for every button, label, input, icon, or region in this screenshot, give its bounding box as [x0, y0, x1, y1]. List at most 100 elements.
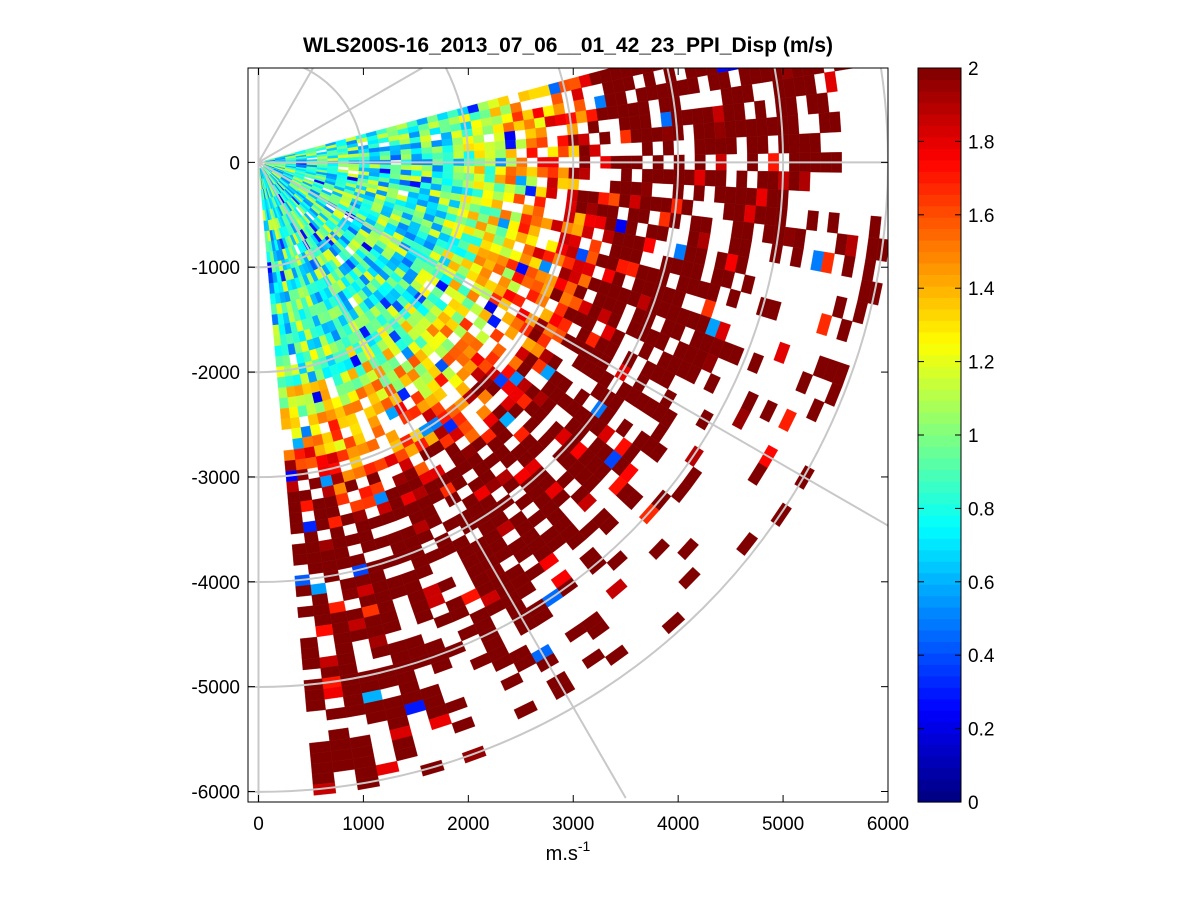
- colorbar-segment: [918, 480, 961, 493]
- plot-frame: [247, 67, 889, 803]
- data-cell: [504, 183, 516, 194]
- colorbar-segment: [918, 262, 961, 276]
- data-cell: [535, 126, 548, 139]
- data-cell: [292, 437, 304, 450]
- data-cell: [421, 147, 433, 154]
- data-cell: [778, 408, 797, 433]
- data-cell: [660, 197, 673, 214]
- data-cell: [414, 608, 434, 625]
- colorbar-segment: [918, 538, 961, 551]
- colorbar-segment: [918, 779, 961, 792]
- data-cell: [287, 396, 298, 409]
- data-cell: [501, 113, 514, 124]
- data-cell: [442, 145, 454, 153]
- plot-area: [248, 68, 888, 802]
- data-cell: [442, 152, 454, 160]
- data-cell: [525, 137, 538, 149]
- data-cell: [575, 201, 588, 215]
- data-cell: [442, 165, 454, 173]
- y-axis: 0 -1000 -2000 -3000 -4000 -5000 -6000: [191, 153, 888, 804]
- colorbar-segment: [918, 664, 961, 677]
- data-cell: [491, 115, 504, 126]
- colorbar-segment: [918, 503, 961, 516]
- data-cell: [795, 371, 814, 395]
- data-cell: [736, 531, 759, 556]
- data-cell: [826, 212, 840, 234]
- colorbar-segment: [918, 652, 961, 665]
- colorbar-segment: [918, 251, 961, 264]
- y-tick-label: -6000: [191, 783, 240, 804]
- data-cell: [505, 148, 517, 159]
- colorbar-segment: [918, 308, 961, 321]
- data-cell: [648, 538, 671, 561]
- data-cell: [410, 147, 423, 155]
- colorbar-segment: [918, 125, 961, 138]
- data-cell: [286, 480, 300, 493]
- data-cell: [642, 237, 657, 254]
- data-cell: [301, 657, 321, 671]
- data-cell: [649, 196, 663, 212]
- data-cell: [410, 142, 422, 150]
- colorbar-segment: [918, 274, 961, 287]
- data-cell: [816, 313, 833, 337]
- data-cell: [303, 530, 319, 544]
- x-tick-label: 5000: [762, 814, 804, 835]
- data-cell: [431, 146, 444, 154]
- data-cell: [722, 202, 736, 221]
- data-cell: [618, 193, 631, 209]
- data-cell: [712, 105, 725, 123]
- data-cell: [627, 207, 640, 223]
- data-cell: [306, 551, 322, 565]
- colorbar-segment: [918, 400, 961, 413]
- data-cell: [304, 688, 325, 702]
- colorbar-segment: [918, 343, 961, 356]
- data-cell: [747, 352, 765, 374]
- data-cell: [722, 103, 736, 122]
- data-cell: [577, 492, 598, 513]
- data-cell: [484, 149, 496, 159]
- data-cell: [703, 122, 716, 140]
- data-cell: [598, 515, 620, 536]
- x-tick-label: 3000: [552, 814, 594, 835]
- data-cell: [681, 109, 694, 126]
- data-cell: [421, 153, 433, 160]
- data-cell: [451, 716, 476, 734]
- data-cell: [325, 706, 347, 721]
- colorbar-segment: [918, 366, 961, 379]
- data-cell: [505, 166, 517, 177]
- x-tick-label: 0: [253, 814, 264, 835]
- data-cell: [581, 648, 606, 670]
- x-axis-label: m.s-1: [546, 838, 591, 865]
- colorbar-tick-label: 0.4: [968, 646, 995, 667]
- colorbar-segment: [918, 710, 961, 723]
- y-tick-label: -5000: [191, 678, 240, 699]
- colorbar-segment: [918, 767, 961, 780]
- colorbar-segment: [918, 285, 961, 298]
- x-tick-label: 4000: [657, 814, 699, 835]
- colorbar-segment: [918, 354, 961, 367]
- data-cell: [483, 181, 495, 192]
- data-cell: [767, 171, 779, 190]
- data-cell: [589, 144, 601, 157]
- data-cell: [684, 364, 702, 385]
- data-cell: [599, 131, 611, 145]
- data-cell: [273, 334, 282, 347]
- data-cell: [724, 120, 737, 139]
- data-cell: [586, 619, 610, 641]
- data-cell: [284, 459, 297, 472]
- data-cell: [292, 553, 308, 566]
- data-cell: [578, 167, 591, 180]
- data-cell: [270, 303, 278, 316]
- data-cell: [606, 105, 619, 120]
- colorbar-segment: [918, 171, 961, 184]
- data-cell: [699, 216, 713, 235]
- data-cell: [766, 188, 779, 208]
- data-cell: [639, 195, 652, 211]
- colorbar-segment: [918, 90, 961, 104]
- radial-line: [257, 68, 425, 164]
- data-cell: [291, 427, 303, 440]
- data-cell: [289, 416, 301, 429]
- colorbar-segment: [918, 136, 961, 149]
- data-cell: [596, 203, 609, 218]
